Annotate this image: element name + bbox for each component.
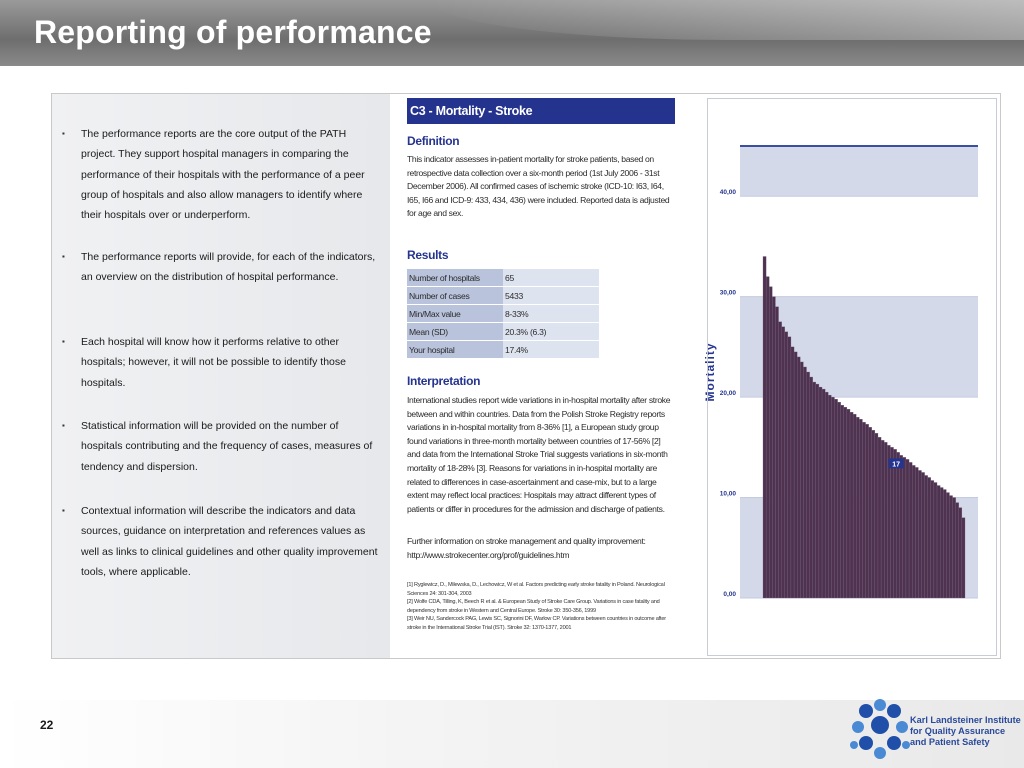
bullet-text: Contextual information will describe the… xyxy=(81,505,378,578)
y-tick-label: 30,00 xyxy=(720,290,737,297)
definition-text: This indicator assesses in-patient morta… xyxy=(407,154,670,219)
y-tick-label: 0,00 xyxy=(723,591,736,598)
result-label: Number of cases xyxy=(407,286,503,305)
result-label: Your hospital xyxy=(407,340,503,359)
reference-item: [3] Weir NU, Sandercock PAG, Lewis SC, S… xyxy=(407,616,666,631)
result-label: Mean (SD) xyxy=(407,322,503,341)
result-value: 8-33% xyxy=(503,304,599,323)
table-row: Your hospital 17.4% xyxy=(407,340,599,359)
chart-frame xyxy=(707,98,997,656)
title-bar-shine xyxy=(430,0,1024,40)
result-value: 17.4% xyxy=(503,340,599,359)
bullet-panel: ▪ The performance reports are the core o… xyxy=(52,94,390,658)
reference-item: [2] Wolfe CDA, Tilling, K, Beech R et al… xyxy=(407,599,660,614)
result-label: Min/Max value xyxy=(407,304,503,323)
chart-band xyxy=(740,146,978,197)
title-bar: Reporting of performance xyxy=(0,0,1024,66)
chart-svg: 0,00 10,00 20,00 30,00 40,00 17 Mortality xyxy=(703,145,978,599)
table-row: Mean (SD) 20.3% (6.3) xyxy=(407,322,599,341)
logo-text: Karl Landsteiner Institute for Quality A… xyxy=(910,715,1021,748)
page-number: 22 xyxy=(40,718,54,732)
bullet-text: Each hospital will know how it performs … xyxy=(81,336,346,389)
bullet-square-icon: ▪ xyxy=(62,252,65,261)
references: [1] Ryglewicz, D., Milewska, D., Lechowi… xyxy=(407,581,679,633)
highlight-box xyxy=(888,458,904,469)
bullet-square-icon: ▪ xyxy=(62,129,65,138)
slide-title: Reporting of performance xyxy=(34,14,432,50)
chart-band xyxy=(740,196,978,297)
report-page: C3 - Mortality - Stroke Definition This … xyxy=(392,95,702,657)
y-tick-label: 40,00 xyxy=(720,189,737,196)
result-value: 5433 xyxy=(503,286,599,305)
result-value: 65 xyxy=(503,269,599,287)
bullet-text: Statistical information will be provided… xyxy=(81,420,373,473)
footer-divider xyxy=(0,700,1024,768)
logo-line: and Patient Safety xyxy=(910,737,990,747)
y-axis-label: Mortality xyxy=(703,342,717,401)
result-value: 20.3% (6.3) xyxy=(503,322,599,341)
bar xyxy=(961,517,966,599)
y-tick-label: 20,00 xyxy=(720,390,737,397)
results-title: Results xyxy=(407,248,449,262)
further-info-text: Further information on stroke management… xyxy=(407,536,646,560)
interpretation-text: International studies report wide variat… xyxy=(407,395,671,514)
logo-line: for Quality Assurance xyxy=(910,726,1006,736)
table-row: Min/Max value 8-33% xyxy=(407,304,599,323)
interpretation-title: Interpretation xyxy=(407,374,481,388)
bullet-text: The performance reports are the core out… xyxy=(81,128,365,222)
bullet-square-icon: ▪ xyxy=(62,337,65,346)
institute-logo-icon xyxy=(850,699,910,759)
table-row: Number of cases 5433 xyxy=(407,286,599,305)
reference-item: [1] Ryglewicz, D., Milewska, D., Lechowi… xyxy=(407,582,665,597)
logo-line: Karl Landsteiner Institute xyxy=(910,715,1021,725)
y-tick-label: 10,00 xyxy=(720,491,737,498)
result-label: Number of hospitals xyxy=(407,269,503,287)
bullet-text: The performance reports will provide, fo… xyxy=(81,251,376,284)
report-header: C3 - Mortality - Stroke xyxy=(407,98,675,124)
results-table: Number of hospitals 65 Number of cases 543… xyxy=(407,269,599,359)
mortality-chart: 0,00 10,00 20,00 30,00 40,00 17 Mortality xyxy=(702,96,998,656)
bullet-square-icon: ▪ xyxy=(62,421,65,430)
bullet-square-icon: ▪ xyxy=(62,506,65,515)
definition-title: Definition xyxy=(407,134,460,148)
table-row: Number of hospitals 65 xyxy=(407,269,599,287)
highlight-label: 17 xyxy=(892,461,900,468)
